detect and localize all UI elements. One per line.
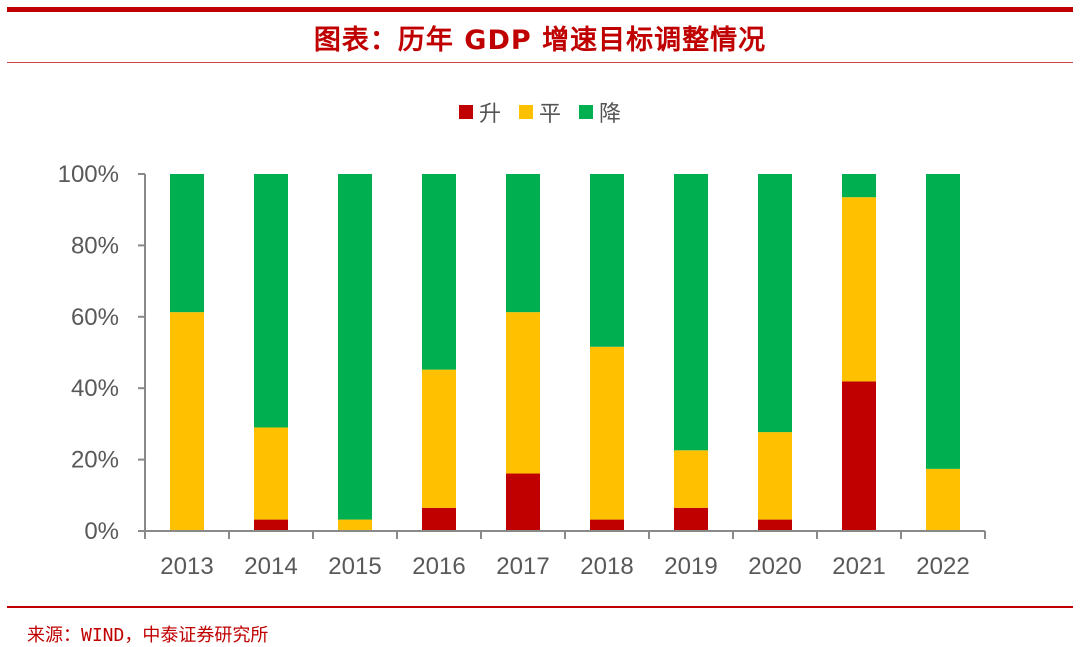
x-tick-label: 2019: [664, 553, 717, 580]
legend-item-down: 降: [579, 96, 621, 128]
bar-segment-2015-flat: [338, 519, 372, 531]
x-tick-label: 2020: [748, 553, 801, 580]
bar-segment-2017-flat: [506, 312, 540, 474]
y-tick-label: 40%: [71, 375, 119, 402]
bar-segment-2016-up: [422, 507, 456, 531]
bar-segment-2021-flat: [842, 197, 876, 382]
bar-segment-2019-down: [674, 174, 708, 451]
top-accent-bar: [7, 7, 1073, 12]
bar-segment-2019-flat: [674, 450, 708, 508]
bar-segment-2017-up: [506, 473, 540, 531]
chart-title: 图表：历年 GDP 增速目标调整情况: [313, 25, 767, 56]
bar-segment-2021-down: [842, 174, 876, 198]
x-tick-label: 2016: [412, 553, 465, 580]
bar-segment-2013-flat: [170, 312, 204, 531]
bar-segment-2018-flat: [590, 346, 624, 520]
x-tick-label: 2021: [832, 553, 885, 580]
y-tick-label: 0%: [84, 518, 119, 545]
bar-segment-2022-down: [926, 174, 960, 469]
legend-swatch-flat: [518, 105, 533, 119]
bar-segment-2018-up: [590, 519, 624, 531]
bar-segment-2016-flat: [422, 369, 456, 508]
x-tick-label: 2015: [328, 553, 381, 580]
bar-segment-2020-flat: [758, 432, 792, 520]
x-tick-label: 2017: [496, 553, 549, 580]
y-tick-label: 20%: [71, 447, 119, 474]
x-tick-label: 2014: [244, 553, 297, 580]
bar-segment-2013-down: [170, 174, 204, 313]
legend-label-down: 降: [599, 102, 622, 127]
legend-item-up: 升: [458, 96, 501, 128]
legend-swatch-down: [579, 105, 593, 119]
bar-segment-2018-down: [590, 174, 624, 347]
bar-segment-2014-up: [254, 519, 288, 531]
y-tick-label: 60%: [71, 304, 119, 331]
bar-segment-2015-down: [338, 174, 372, 520]
legend: 升 平 降: [0, 96, 1080, 128]
bar-segment-2020-up: [758, 519, 792, 531]
legend-item-flat: 平: [518, 96, 561, 128]
bar-segment-2019-up: [674, 507, 708, 531]
legend-label-flat: 平: [538, 102, 561, 127]
bar-segment-2020-down: [758, 174, 792, 433]
bar-segment-2017-down: [506, 174, 540, 313]
y-tick-label: 80%: [71, 232, 119, 259]
y-tick-label: 100%: [58, 161, 119, 188]
x-tick-label: 2013: [160, 553, 213, 580]
bar-segment-2016-down: [422, 174, 456, 370]
bar-segment-2022-flat: [926, 468, 960, 531]
legend-label-up: 升: [478, 102, 501, 127]
bar-segment-2021-up: [842, 381, 876, 531]
bar-segment-2014-down: [254, 174, 288, 428]
footer-divider: [7, 606, 1073, 608]
source-note: 来源：WIND，中泰证券研究所: [27, 625, 269, 646]
title-divider: [7, 62, 1073, 63]
legend-swatch-up: [458, 105, 473, 119]
x-tick-label: 2022: [916, 553, 969, 580]
x-tick-label: 2018: [580, 553, 633, 580]
bar-segment-2014-flat: [254, 427, 288, 520]
